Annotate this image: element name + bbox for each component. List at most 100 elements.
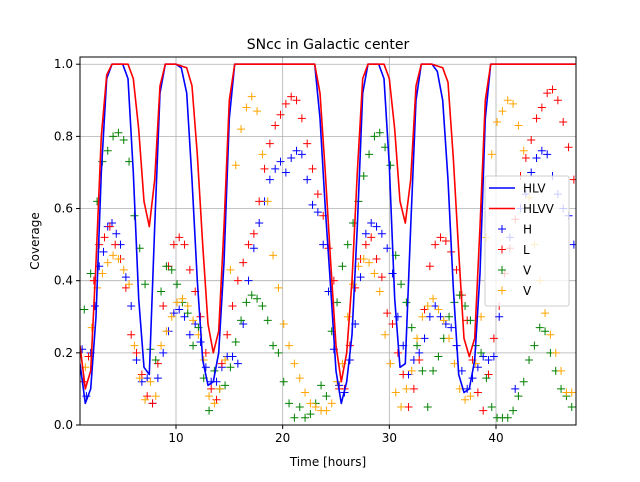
scatter-point (471, 359, 480, 368)
scatter-point (271, 164, 280, 173)
scatter-point (297, 150, 306, 159)
scatter-point (279, 319, 288, 328)
scatter-point (137, 377, 146, 386)
scatter-point (217, 359, 226, 368)
scatter-point (242, 103, 251, 112)
scatter-point (255, 197, 264, 206)
scatter-point (169, 309, 178, 318)
scatter-point (498, 107, 507, 116)
scatter-point (365, 150, 374, 159)
scatter-point (111, 240, 120, 249)
scatter-point (269, 251, 278, 260)
scatter-point (445, 312, 454, 321)
scatter-point (105, 222, 114, 231)
legend-label: HLV (523, 182, 546, 196)
scatter-point (141, 395, 150, 404)
scatter-point (377, 273, 386, 282)
scatter-point (205, 406, 214, 415)
scatter-point (415, 348, 424, 357)
scatter-point (495, 312, 504, 321)
scatter-point (493, 117, 502, 126)
scatter-point (132, 348, 141, 357)
scatter-point (388, 319, 397, 328)
scatter-point (420, 305, 429, 314)
scatter-point (525, 356, 534, 365)
scatter-point (151, 392, 160, 401)
scatter-point (103, 146, 112, 155)
scatter-point (173, 280, 182, 289)
scatter-point (244, 240, 253, 249)
scatter-point (404, 402, 413, 411)
scatter-point (295, 374, 304, 383)
scatter-point (237, 316, 246, 325)
scatter-point (521, 154, 530, 163)
scatter-point (301, 413, 310, 422)
scatter-point (98, 269, 107, 278)
scatter-point (167, 312, 176, 321)
series-line-hlvv (80, 63, 576, 390)
scatter-point (489, 352, 498, 361)
scatter-point (375, 287, 384, 296)
scatter-point (226, 265, 235, 274)
scatter-point (180, 312, 189, 321)
scatter-point (569, 240, 576, 249)
scatter-point (173, 298, 182, 307)
y-tick-label: 0.8 (54, 129, 73, 143)
scatter-point (393, 348, 402, 357)
legend-label: V (523, 264, 532, 278)
scatter-point (157, 287, 166, 296)
scatter-point (532, 154, 541, 163)
scatter-point (121, 283, 130, 292)
scatter-point (249, 244, 258, 253)
scatter-point (303, 175, 312, 184)
tick-layer: 10 20 30 40 0.0 0.2 0.4 0.6 0.8 1.0 (54, 57, 504, 445)
scatter-point (143, 374, 152, 383)
scatter-point (108, 218, 116, 227)
scatter-point (343, 312, 352, 321)
scatter-point (265, 139, 274, 148)
scatter-point (175, 233, 184, 242)
scatter-point (359, 172, 368, 181)
scatter-point (327, 399, 336, 408)
scatter-point (317, 381, 326, 390)
scatter-point (487, 150, 496, 159)
x-tick-label: 40 (488, 431, 503, 445)
scatter-point (436, 233, 445, 242)
scatter-point (559, 117, 568, 126)
scatter-point (530, 341, 539, 350)
scatter-point (402, 384, 411, 393)
scatter-point (228, 352, 237, 361)
scatter-point (541, 327, 550, 336)
scatter-point (287, 154, 296, 163)
scatter-point (135, 374, 144, 383)
scatter-point (109, 251, 118, 260)
scatter-point (338, 262, 347, 271)
y-tick-label: 0.4 (54, 274, 73, 288)
scatter-point (306, 399, 315, 408)
scatter-point (532, 114, 541, 123)
legend-item: L (498, 243, 530, 257)
scatter-point (429, 366, 438, 375)
scatter-point (367, 218, 376, 227)
scatter-point (185, 265, 194, 274)
scatter-point (567, 402, 576, 411)
scatter-point (87, 323, 96, 332)
scatter-point (511, 384, 520, 393)
scatter-point (473, 388, 482, 397)
scatter-point (383, 309, 392, 318)
series-hlv-0 (80, 63, 576, 405)
scatter-point (503, 96, 512, 105)
scatter-point (263, 197, 272, 206)
scatter-point (343, 240, 352, 249)
scatter-point (175, 305, 184, 314)
series-line-hlv (80, 63, 576, 405)
scatter-point (361, 229, 370, 238)
scatter-point (183, 301, 192, 310)
scatter-point (242, 298, 251, 307)
scatter-point (375, 128, 384, 137)
scatter-point (159, 348, 168, 357)
scatter-point (434, 352, 443, 361)
scatter-point (239, 319, 248, 328)
scatter-point (244, 276, 253, 285)
